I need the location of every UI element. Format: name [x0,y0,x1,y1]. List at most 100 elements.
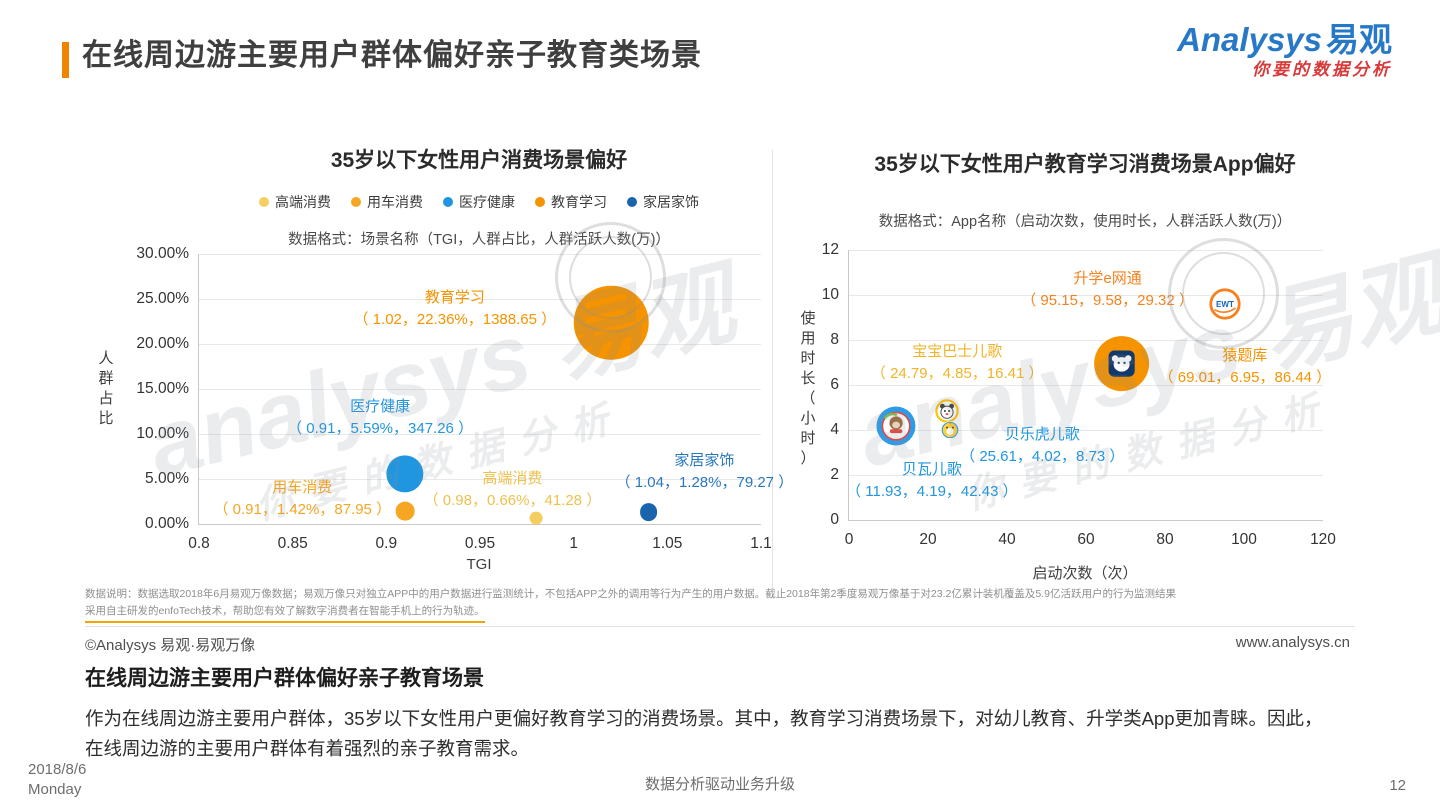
legend-swatch [627,197,637,207]
legend-label: 医疗健康 [459,194,515,210]
chart-bubble [395,501,415,521]
y-axis-title-char: 人 [98,350,114,367]
footer-slogan: 数据分析驱动业务升级 [644,776,795,793]
x-tick-label: 0.9 [375,535,398,552]
page-title: 在线周边游主要用户群体偏好亲子教育类场景 [82,39,702,72]
legend-label: 教育学习 [551,194,607,210]
x-tick-label: 40 [998,531,1016,548]
y-axis-title-char: ） [800,450,816,467]
logo-tagline: 你要的数据分析 [1252,60,1392,80]
data-label: 宝宝巴士儿歌 （ 24.79，4.85，16.41 ） [871,341,1044,385]
y-axis-title-char: 长 [800,370,816,387]
legend-swatch [535,197,545,207]
chart-bubble [934,398,960,424]
x-tick-label: 1 [569,535,578,552]
data-label-values: （ 0.98，0.66%，41.28 ） [423,492,602,510]
gridline [199,389,761,390]
y-tick-label: 10.00% [136,425,189,442]
y-tick-label: 0.00% [145,515,189,532]
gridline [849,295,1323,296]
legend-item: 医疗健康 [443,192,515,212]
data-label-name: 升学e网通 [1073,270,1142,288]
data-label-name: 教育学习 [424,288,485,306]
y-tick-label: 6 [830,376,839,393]
y-tick-label: 5.00% [145,470,189,487]
x-tick-label: 120 [1310,531,1336,548]
y-axis-title-char: 比 [98,410,114,427]
chart-education-app-preference: 35岁以下女性用户教育学习消费场景App偏好 数据格式：App名称（启动次数，使… [790,140,1360,620]
y-axis-title-char: 时 [800,350,816,367]
x-tick-label: 20 [919,531,937,548]
data-label-values: （ 11.93，4.19，42.43 ） [846,482,1018,500]
legend-label: 高端消费 [275,194,331,210]
data-label-values: （ 1.02，22.36%，1388.65 ） [353,310,557,328]
data-label-values: （ 25.61，4.02，8.73 ） [960,447,1125,465]
y-axis-title: 人群占比 [96,349,116,429]
gridline [199,254,761,255]
data-label-values: （ 0.91，5.59%，347.26 ） [287,419,474,437]
y-tick-label: 2 [830,466,839,483]
y-tick-label: 15.00% [136,380,189,397]
plot-area: 0.00% 5.00% 10.00% 15.00% 20.00% 25.00% 30.00%… [136,245,793,552]
chart-bubble [876,406,916,446]
y-axis-title: 使用时长（小时） [798,309,818,469]
x-axis-title: 启动次数（次） [1032,565,1138,582]
legend-label: 家居家饰 [643,194,699,210]
chart-bubble [1093,335,1150,392]
data-note: 数据说明：数据选取2018年6月易观万像数据；易观万像只对独立APP中的用户数据… [85,586,1355,623]
y-tick-label: 12 [821,241,839,258]
y-axis-title-char: 小 [800,410,816,427]
data-label-name: 猿题库 [1222,346,1268,364]
beilehu-icon [941,421,959,439]
chart-subtitle: 数据格式：场景名称（TGI，人群占比，人群活跃人数(万)） [288,232,670,248]
data-label: 家居家饰 （ 1.04，1.28%，79.27 ） [616,450,794,494]
gridline [849,475,1323,476]
y-axis-title-char: 群 [98,370,114,387]
data-label: 教育学习 （ 1.02，22.36%，1388.65 ） [354,287,557,331]
gridline [199,299,761,300]
summary-text: 作为在线周边游主要用户群体，35岁以下女性用户更偏好教育学习的消费场景。其中，教… [85,708,1323,759]
data-label-name: 家居家饰 [674,452,735,470]
ewt-icon: EWT [1209,288,1241,321]
chart-bubble [386,455,424,493]
plot-area: 0 2 4 6 8 10 12 0 20 40 60 80 100 120 EWT 升学e网通（ 95.15，… [822,241,1336,548]
svg-text:EWT: EWT [1216,300,1234,309]
data-label-name: 用车消费 [272,479,333,497]
data-note-line1: 数据说明：数据选取2018年6月易观万像数据；易观万像只对独立APP中的用户数据… [85,588,1176,600]
copyright-text: ©Analysys 易观·易观万像 [85,637,256,654]
data-label: 升学e网通 （ 95.15，9.58，29.32 ） [1021,268,1194,312]
gridline [849,340,1323,341]
legend-swatch [259,197,269,207]
analysys-logo: Analysys 易观 你要的数据分析 [1177,21,1392,80]
x-tick-label: 60 [1077,531,1095,548]
legend-label: 用车消费 [367,194,423,210]
chart-bubble: EWT [1208,288,1242,321]
chart-bubble [941,420,960,439]
y-axis-title-char: 时 [800,430,816,447]
chart-bubble [529,511,543,525]
babybus-icon [935,399,959,423]
x-tick-label: 100 [1231,531,1257,548]
footer-date: 2018/8/6 Monday [28,760,86,801]
y-axis-title-char: 使 [800,310,816,327]
data-note-line2: 采用自主研发的enfoTech技术，帮助您有效了解数字消费者在智能手机上的行为轨… [85,603,485,623]
legend-swatch [443,197,453,207]
gridline [199,479,761,480]
title-accent-bar [62,42,69,78]
data-label: 高端消费（ 0.98，0.66%，41.28 ） [424,468,602,512]
y-tick-label: 10 [821,286,839,303]
y-tick-label: 30.00% [136,245,189,262]
beiwa-icon [880,410,911,441]
website-link[interactable]: www.analysys.cn [1235,634,1350,651]
chart-bubble [639,503,658,522]
yuantiku-icon [1107,349,1136,378]
data-label-name: 宝宝巴士儿歌 [912,342,1003,360]
legend-item: 用车消费 [351,192,423,212]
page-number: 12 [1389,777,1406,794]
data-label-name: 贝瓦儿歌 [901,460,962,478]
data-label-values: （ 95.15，9.58，29.32 ） [1021,292,1194,310]
x-tick-label: 0 [844,531,854,548]
credits-row: ©Analysys 易观·易观万像 www.analysys.cn [85,634,1350,655]
chart-title: 35岁以下女性用户消费场景偏好 [330,149,628,172]
